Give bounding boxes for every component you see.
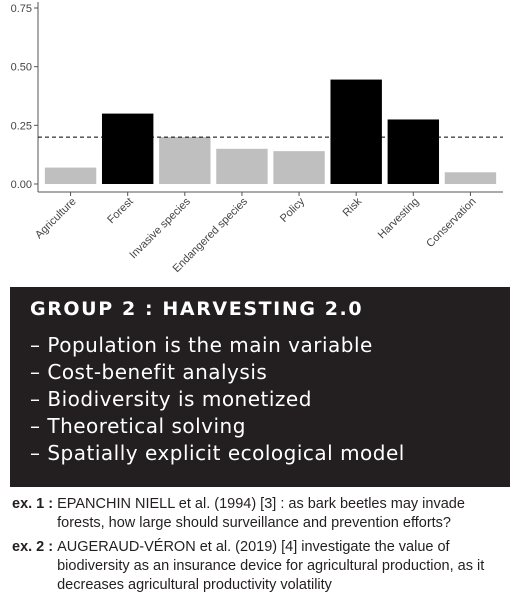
y-tick-label: 0.25 xyxy=(11,120,32,132)
group-item: Population is the main variable xyxy=(30,332,510,359)
group-item: Biodiversity is monetized xyxy=(30,386,510,413)
example-text: EPANCHIN NIELL et al. (1994) [3] : as ba… xyxy=(57,496,465,531)
examples-section: ex. 1 : EPANCHIN NIELL et al. (1994) [3]… xyxy=(12,495,512,600)
bar xyxy=(444,172,497,184)
x-tick-label: Invasive species xyxy=(127,195,193,261)
bar xyxy=(216,148,268,184)
x-tick-label: Forest xyxy=(105,196,136,227)
group-item: Theoretical solving xyxy=(30,413,510,440)
y-tick-label: 0.00 xyxy=(11,179,32,191)
x-tick-label: Risk xyxy=(341,195,365,219)
example-label: ex. 2 : xyxy=(12,539,54,555)
bar xyxy=(159,137,211,184)
y-tick-label: 0.50 xyxy=(11,62,32,74)
example-2: ex. 2 : AUGERAUD-VÉRON et al. (2019) [4]… xyxy=(12,538,512,595)
bar xyxy=(101,113,154,184)
group-item: Spatially explicit ecological model xyxy=(30,440,510,467)
bar xyxy=(387,119,440,184)
example-text: AUGERAUD-VÉRON et al. (2019) [4] investi… xyxy=(57,539,485,593)
group-panel: GROUP 2 : HARVESTING 2.0 Population is t… xyxy=(10,287,510,487)
group-item: Cost-benefit analysis xyxy=(30,359,510,386)
y-tick-label: 0.75 xyxy=(11,3,32,15)
example-1: ex. 1 : EPANCHIN NIELL et al. (1994) [3]… xyxy=(12,495,512,533)
x-tick-label: Agriculture xyxy=(33,196,79,242)
bar xyxy=(330,79,382,184)
bar-chart: 0.00 0.25 0.50 0.75 Agriculture ForestInvasiv… xyxy=(11,2,503,275)
bar xyxy=(44,167,97,184)
x-tick-label: Harvesting xyxy=(376,196,422,242)
x-tick-label: Policy xyxy=(278,195,308,225)
group-title: GROUP 2 : HARVESTING 2.0 xyxy=(30,298,364,320)
example-label: ex. 1 : xyxy=(12,496,54,512)
x-tick-label: Conservation xyxy=(424,196,478,250)
bar xyxy=(273,151,325,184)
group-item-list: Population is the main variable Cost-ben… xyxy=(30,332,510,467)
